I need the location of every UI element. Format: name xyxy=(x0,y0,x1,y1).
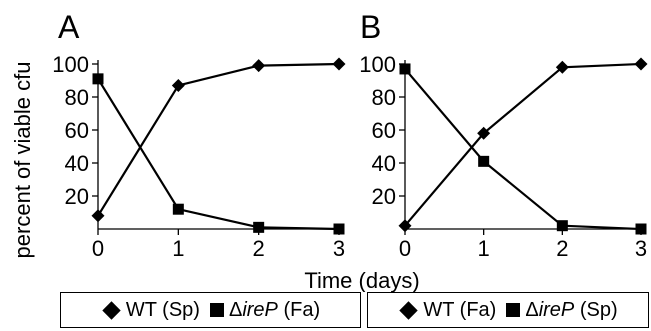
y-tick-label: 100 xyxy=(52,52,89,77)
square-point xyxy=(399,63,411,75)
square-point xyxy=(333,223,345,235)
diamond-marker-icon xyxy=(102,300,121,320)
y-tick-label: 20 xyxy=(372,184,396,209)
diamond-point xyxy=(252,59,266,73)
diamond-marker-icon xyxy=(399,300,419,320)
square-point xyxy=(478,155,490,167)
legend-delta: Δ xyxy=(228,298,243,321)
diamond-point xyxy=(171,78,185,92)
y-tick-label: 80 xyxy=(372,85,396,110)
y-tick-label: 100 xyxy=(359,52,396,77)
diamond-point xyxy=(332,57,346,71)
legend-panel-a: WT (Sp) ΔireP (Fa) xyxy=(60,292,361,328)
series-line-diamond xyxy=(97,62,340,217)
legend-item-wt: WT (Sp) xyxy=(101,299,200,322)
legend-item-mutant: ΔireP (Sp) xyxy=(506,299,618,322)
panel-b-chart: B 20 40 60 80 100 0 1 2 3 xyxy=(359,9,648,261)
figure: percent of viable cfu Time (days) A20406… xyxy=(10,9,648,292)
legend-gene: ireP xyxy=(242,298,278,321)
x-axis-label: Time (days) xyxy=(304,268,419,292)
x-tick-label: 2 xyxy=(556,236,568,261)
legend-label-wt: WT (Fa) xyxy=(423,298,497,321)
x-tick-label: 2 xyxy=(253,236,265,261)
square-point xyxy=(172,203,184,215)
legend-gene: ireP xyxy=(538,298,575,321)
legend-condition: (Sp) xyxy=(574,298,618,321)
legend-label-wt: WT (Sp) xyxy=(125,298,200,321)
y-tick-label: 80 xyxy=(65,85,89,110)
diamond-point xyxy=(398,219,412,233)
panel-label: A xyxy=(58,9,80,45)
y-tick-label: 60 xyxy=(65,118,89,143)
legend-label-mutant: ΔireP (Fa) xyxy=(229,299,320,322)
legend-item-mutant: ΔireP (Fa) xyxy=(209,299,320,322)
legend-condition: (Fa) xyxy=(277,298,321,321)
square-marker-icon xyxy=(209,303,224,317)
legend-delta: Δ xyxy=(525,298,539,321)
square-point xyxy=(556,220,568,232)
legend-label-mutant: ΔireP (Sp) xyxy=(525,299,617,322)
panel-a-chart: A 20 40 60 80 100 0 1 2 3 xyxy=(52,9,346,261)
diamond-point xyxy=(477,126,491,140)
y-tick-label: 40 xyxy=(65,151,89,176)
square-point xyxy=(253,221,265,233)
diamond-point xyxy=(91,209,105,223)
y-tick-label: 60 xyxy=(372,118,396,143)
legend-item-wt: WT (Fa) xyxy=(398,299,496,322)
square-point xyxy=(635,223,647,235)
y-tick-label: 40 xyxy=(372,151,396,176)
square-marker-icon xyxy=(506,303,521,317)
series-line-square xyxy=(404,68,642,231)
series-line-square xyxy=(97,78,340,231)
x-tick-label: 3 xyxy=(333,236,345,261)
diamond-point xyxy=(634,57,648,71)
y-axis-label: percent of viable cfu xyxy=(10,62,35,259)
x-tick-label: 1 xyxy=(478,236,490,261)
series-line-diamond xyxy=(404,62,642,227)
diamond-point xyxy=(555,60,569,74)
x-tick-label: 0 xyxy=(92,236,104,261)
x-tick-label: 1 xyxy=(172,236,184,261)
y-tick-label: 20 xyxy=(65,184,89,209)
x-tick-label: 0 xyxy=(399,236,411,261)
legend-panel-b: WT (Fa) ΔireP (Sp) xyxy=(367,292,649,328)
panel-label: B xyxy=(360,9,381,45)
x-tick-label: 3 xyxy=(635,236,647,261)
square-point xyxy=(92,73,104,85)
